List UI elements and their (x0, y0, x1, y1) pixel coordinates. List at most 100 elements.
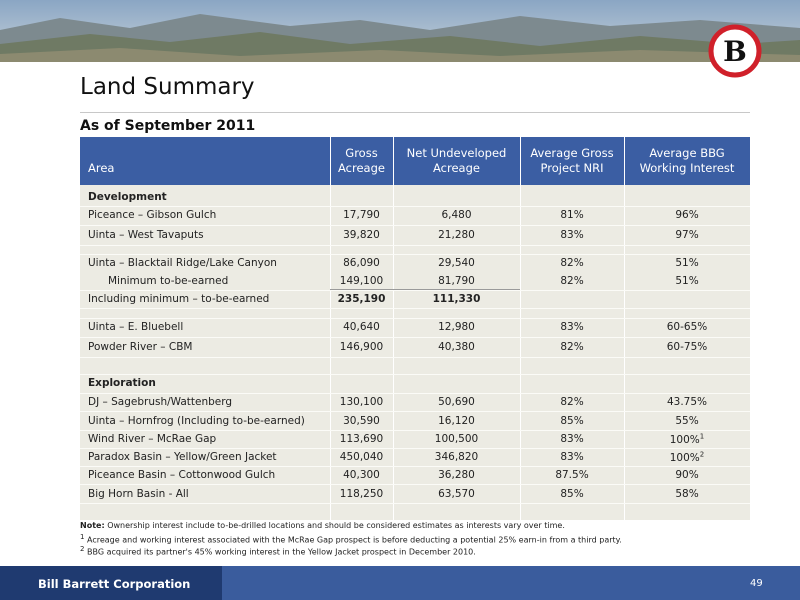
table-cell: 17,790 (343, 209, 380, 221)
page-number: 49 (750, 578, 763, 589)
table-cell: 100%1 (624, 432, 750, 446)
footnote: 1 Acreage and working interest associate… (80, 533, 622, 545)
column-header: Working Interest (639, 161, 735, 175)
title: Land Summary (80, 74, 255, 100)
table-cell: 346,820 (434, 451, 479, 463)
row-divider (80, 448, 750, 449)
table-cell: 82% (560, 275, 584, 287)
cell-text: 100% (669, 433, 700, 446)
note-text: Acreage and working interest associated … (87, 535, 622, 545)
table-cell: 12,980 (438, 321, 475, 333)
table-cell: 36,280 (438, 469, 475, 481)
table-cell: 130,100 (339, 396, 384, 408)
section-heading: Exploration (88, 377, 156, 389)
table-cell: 97% (675, 229, 699, 241)
table-cell: 40,300 (343, 469, 380, 481)
table-cell: Piceance – Gibson Gulch (88, 209, 217, 221)
table-cell: DJ – Sagebrush/Wattenberg (88, 396, 233, 408)
row-divider (80, 206, 750, 207)
table-cell: 85% (560, 415, 584, 427)
table (80, 137, 750, 520)
table-cell: 96% (675, 209, 699, 221)
table-cell: 82% (560, 257, 584, 269)
row-divider (80, 503, 750, 504)
table-cell: 111,330 (432, 293, 481, 305)
column-header: Net Undeveloped (406, 146, 507, 160)
row-divider (80, 357, 750, 358)
row-divider (80, 308, 750, 309)
table-cell: 149,100 (339, 275, 384, 287)
section-heading: Development (88, 191, 167, 203)
table-cell: 51% (675, 257, 699, 269)
table-cell: 40,640 (343, 321, 380, 333)
table-header (80, 137, 750, 185)
column-header: Average Gross (530, 146, 614, 160)
table-cell: 82% (560, 396, 584, 408)
table-cell: Uinta – Hornfrog (Including to-be-earned… (88, 415, 305, 427)
table-cell: 83% (560, 321, 584, 333)
table-cell: 81,790 (438, 275, 475, 287)
table-cell: 86,090 (343, 257, 380, 269)
total-rule (330, 289, 520, 290)
row-divider (80, 466, 750, 467)
row-divider (80, 484, 750, 485)
table-cell: 63,570 (438, 488, 475, 500)
table-cell: 85% (560, 488, 584, 500)
footnote: Note: Ownership interest include to-be-d… (80, 521, 565, 530)
table-cell: 235,190 (337, 293, 386, 305)
row-divider (80, 411, 750, 412)
note-text: Ownership interest include to-be-drilled… (107, 521, 565, 530)
table-cell: 43.75% (666, 396, 708, 408)
table-cell: Including minimum – to-be-earned (88, 293, 270, 305)
table-cell: 58% (675, 488, 699, 500)
table-cell: 100,500 (434, 433, 479, 445)
table-cell: Powder River – CBM (88, 341, 193, 353)
column-header: Average BBG (649, 146, 725, 160)
banner (0, 0, 800, 62)
note-text: BBG acquired its partner's 45% working i… (87, 547, 476, 557)
table-cell: 60-75% (666, 341, 708, 353)
table-cell: 16,120 (438, 415, 475, 427)
column-header: Area (88, 161, 115, 175)
table-cell: 87.5% (555, 469, 589, 481)
table-cell: 30,590 (343, 415, 380, 427)
table-cell: 83% (560, 451, 584, 463)
row-divider (80, 245, 750, 246)
column-divider (624, 137, 625, 520)
table-cell: 50,690 (438, 396, 475, 408)
table-cell: 6,480 (441, 209, 472, 221)
footer-brand (0, 566, 222, 600)
row-divider (80, 430, 750, 431)
footnote-mark: 2 (80, 545, 85, 553)
column-header: Acreage (433, 161, 480, 175)
row-divider (80, 290, 750, 291)
column-header: Acreage (338, 161, 385, 175)
column-header: Gross (345, 146, 378, 160)
footnote-mark: 1 (699, 432, 705, 441)
row-divider (80, 374, 750, 375)
table-cell: Uinta – Blacktail Ridge/Lake Canyon (88, 257, 277, 269)
table-cell: 113,690 (339, 433, 384, 445)
table-cell: 82% (560, 341, 584, 353)
table-cell: 83% (560, 433, 584, 445)
column-divider (393, 137, 394, 520)
table-cell: Uinta – E. Bluebell (88, 321, 184, 333)
svg-text:B: B (723, 35, 747, 68)
table-cell: Piceance Basin – Cottonwood Gulch (88, 469, 276, 481)
row-divider (80, 337, 750, 338)
table-cell: 21,280 (438, 229, 475, 241)
note-label: Note: (80, 521, 105, 530)
table-cell: Big Horn Basin - All (88, 488, 189, 500)
table-cell: 51% (675, 275, 699, 287)
table-cell: 146,900 (339, 341, 384, 353)
row-divider (80, 254, 750, 255)
table-cell: 90% (675, 469, 699, 481)
table-cell: 81% (560, 209, 584, 221)
table-cell: 29,540 (438, 257, 475, 269)
table-cell: Wind River – McRae Gap (88, 433, 217, 445)
column-divider (520, 137, 521, 520)
footnote: 2 BBG acquired its partner's 45% working… (80, 545, 476, 557)
row-divider (80, 393, 750, 394)
table-cell: Paradox Basin – Yellow/Green Jacket (88, 451, 277, 463)
